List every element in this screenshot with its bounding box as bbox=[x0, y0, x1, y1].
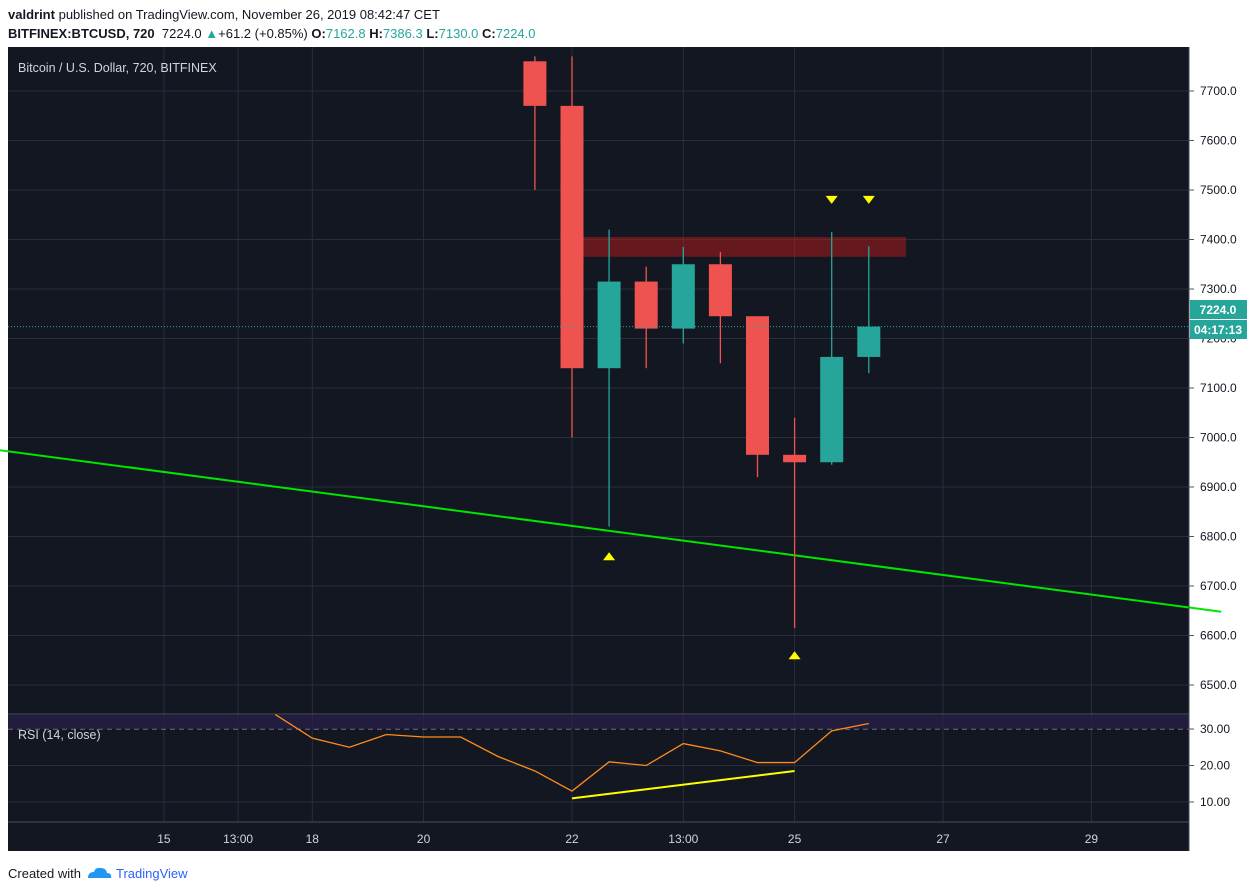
last-price: 7224.0 bbox=[161, 26, 202, 41]
author-name[interactable]: valdrint bbox=[8, 7, 55, 22]
published-text: published on TradingView.com, November 2… bbox=[58, 7, 440, 22]
price-tick-label: 6500.0 bbox=[1200, 678, 1237, 692]
high-value: 7386.3 bbox=[382, 26, 423, 41]
publish-info: valdrint published on TradingView.com, N… bbox=[8, 7, 440, 22]
price-change: +61.2 (+0.85%) bbox=[218, 26, 308, 41]
ohlc-legend: BITFINEX:BTCUSD, 720 7224.0 ▲+61.2 (+0.8… bbox=[8, 26, 536, 41]
up-arrow-icon: ▲ bbox=[205, 26, 219, 41]
signal-markers bbox=[603, 195, 875, 660]
time-tick-label: 15 bbox=[157, 832, 171, 846]
price-tick-label: 6700.0 bbox=[1200, 579, 1237, 593]
countdown-timer: 04:17:13 bbox=[1194, 323, 1242, 337]
price-tick-label: 7600.0 bbox=[1200, 134, 1237, 148]
price-tick-label: 7000.0 bbox=[1200, 431, 1237, 445]
price-label-box bbox=[1190, 300, 1247, 319]
time-tick-label: 13:00 bbox=[223, 832, 253, 846]
candle-body bbox=[783, 454, 807, 463]
price-tick-label: 7100.0 bbox=[1200, 381, 1237, 395]
price-tick-label: 7400.0 bbox=[1200, 233, 1237, 247]
time-tick-label: 20 bbox=[417, 832, 431, 846]
candle-body bbox=[523, 61, 547, 106]
candle-body bbox=[597, 281, 621, 369]
support-trendline[interactable] bbox=[0, 449, 1222, 613]
created-with-text: Created with bbox=[8, 866, 81, 881]
chart-title: Bitcoin / U.S. Dollar, 720, BITFINEX bbox=[18, 61, 217, 75]
resistance-zone bbox=[572, 237, 906, 257]
candle-body bbox=[857, 326, 881, 357]
time-axis[interactable]: 15 13:00 18 20 22 13:00 25 27 29 bbox=[157, 832, 1098, 846]
price-label: 7224.0 bbox=[1200, 303, 1237, 317]
candle-body bbox=[634, 281, 658, 329]
rsi-band bbox=[8, 715, 1189, 729]
price-tick-label: 7700.0 bbox=[1200, 84, 1237, 98]
low-value: 7130.0 bbox=[438, 26, 479, 41]
time-tick-label: 22 bbox=[565, 832, 579, 846]
price-tick-label: 6900.0 bbox=[1200, 480, 1237, 494]
candle-body bbox=[560, 105, 584, 369]
candle-body bbox=[820, 356, 844, 463]
arrow-down-marker-icon bbox=[862, 195, 875, 204]
time-tick-label: 18 bbox=[306, 832, 320, 846]
candle-body bbox=[708, 264, 732, 317]
candle-body bbox=[746, 316, 769, 455]
rsi-tick-label: 20.00 bbox=[1200, 759, 1230, 773]
resistance-zone-rect bbox=[572, 237, 906, 257]
rsi-axis[interactable]: 30.00 20.00 10.00 bbox=[1189, 722, 1230, 809]
rsi-tick-label: 30.00 bbox=[1200, 722, 1230, 736]
chart-header: valdrint published on TradingView.com, N… bbox=[0, 0, 1256, 46]
rsi-series-line bbox=[274, 713, 869, 792]
close-label: C: bbox=[482, 26, 496, 41]
open-value: 7162.8 bbox=[325, 26, 366, 41]
price-tick-label: 6800.0 bbox=[1200, 530, 1237, 544]
arrow-up-marker-icon bbox=[788, 651, 801, 660]
time-tick-label: 25 bbox=[788, 832, 802, 846]
chart-background bbox=[8, 47, 1189, 851]
trendline-segment bbox=[0, 449, 1222, 613]
high-label: H: bbox=[369, 26, 383, 41]
candle-body bbox=[671, 264, 695, 329]
footer: Created with TradingView bbox=[8, 866, 188, 881]
close-value: 7224.0 bbox=[495, 26, 536, 41]
price-tick-label: 6600.0 bbox=[1200, 629, 1237, 643]
tradingview-brand[interactable]: TradingView bbox=[116, 866, 188, 881]
arrow-down-marker-icon bbox=[825, 195, 838, 204]
rsi-tick-label: 10.00 bbox=[1200, 795, 1230, 809]
price-axis-background bbox=[1189, 47, 1248, 851]
arrow-up-marker-icon bbox=[603, 552, 616, 561]
time-tick-label: 27 bbox=[936, 832, 950, 846]
rsi-lines bbox=[274, 713, 869, 800]
tradingview-logo-icon[interactable] bbox=[85, 866, 116, 881]
time-tick-label: 29 bbox=[1085, 832, 1099, 846]
symbol-label[interactable]: BITFINEX:BTCUSD, 720 bbox=[8, 26, 155, 41]
price-tick-label: 7500.0 bbox=[1200, 183, 1237, 197]
open-label: O: bbox=[311, 26, 326, 41]
rsi-trendline bbox=[571, 769, 795, 800]
time-axis-background bbox=[8, 822, 1189, 851]
candles bbox=[523, 56, 881, 629]
time-tick-label: 13:00 bbox=[668, 832, 698, 846]
price-tick-label: 7300.0 bbox=[1200, 282, 1237, 296]
rsi-label: RSI (14, close) bbox=[18, 728, 101, 742]
countdown-box bbox=[1190, 320, 1247, 339]
low-label: L: bbox=[426, 26, 439, 41]
